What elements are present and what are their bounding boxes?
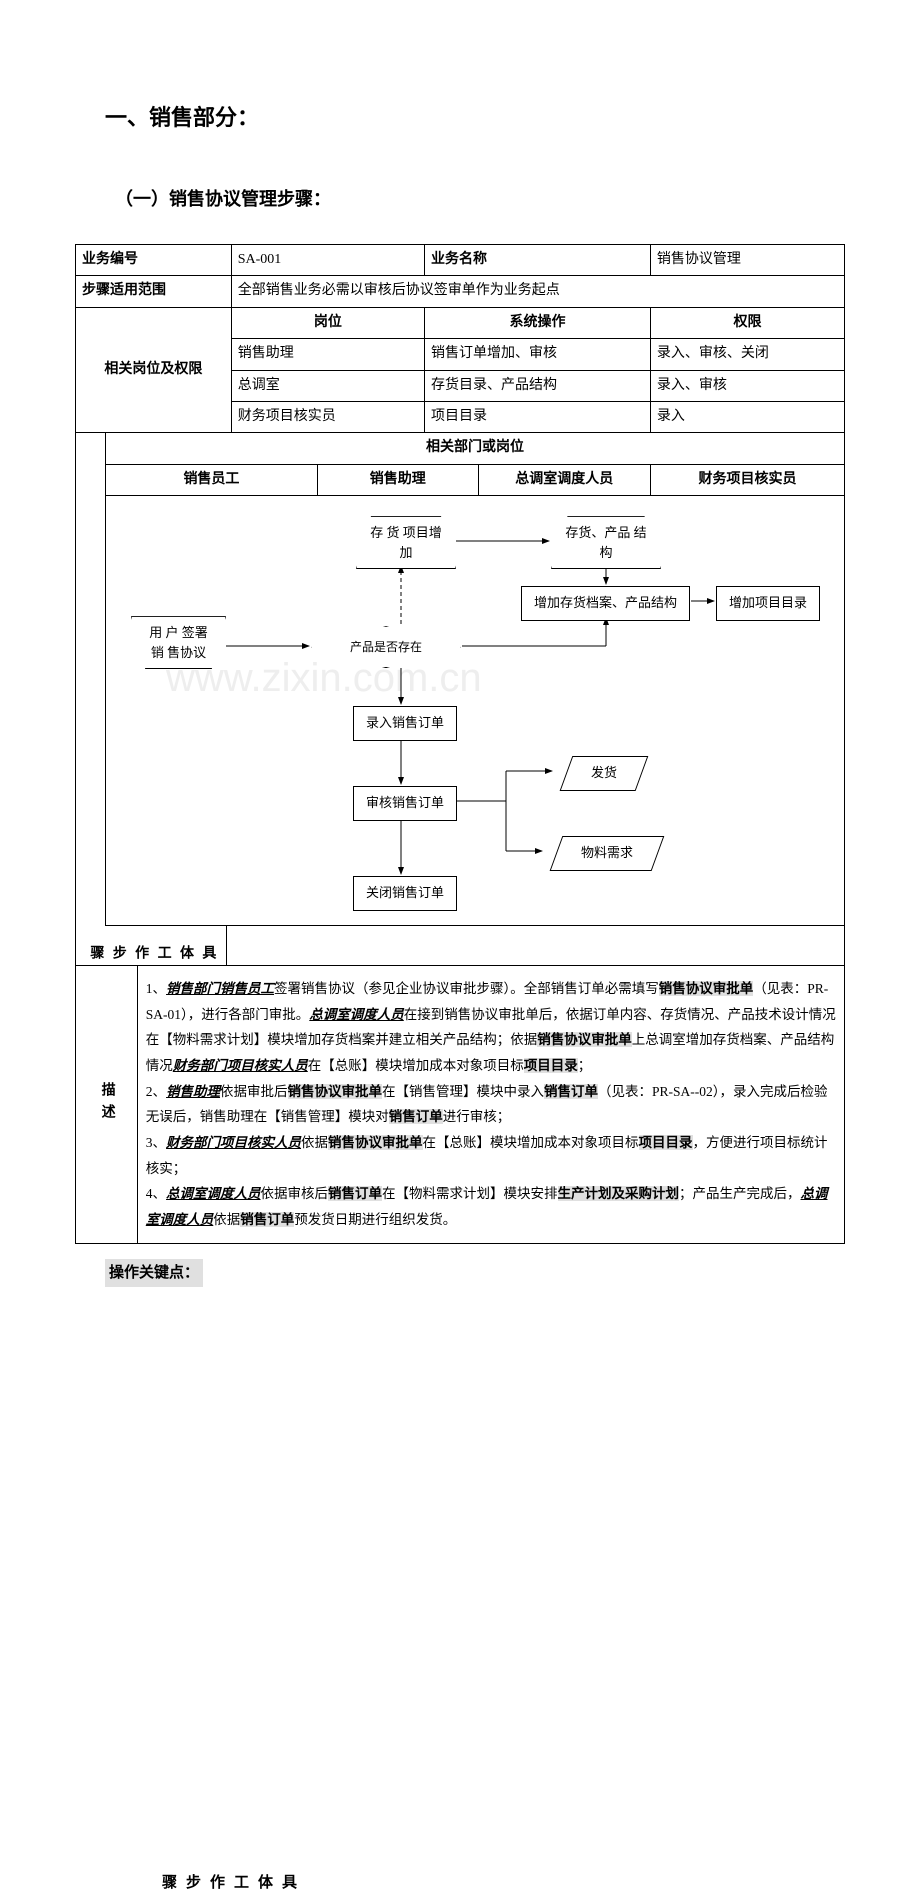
role-pos: 财务项目核实员	[231, 401, 424, 432]
flow-prod-struct: 存货、产品 结 构	[551, 516, 661, 569]
section-heading-2: （一）销售协议管理步骤：	[75, 185, 845, 214]
biz-name-label: 业务名称	[425, 244, 651, 275]
flow-ship: 发货	[566, 756, 642, 791]
section-heading-1: 一、销售部分：	[75, 100, 845, 135]
desc-table: 描述 1、销售部门销售员工签署销售协议（参见企业协议审批步骤）。全部销售订单必需…	[75, 965, 845, 1243]
col-position: 岗位	[231, 307, 424, 338]
process-table-lower: 具体工作步骤	[75, 925, 845, 966]
flow-add-archive: 增加存货档案、产品结构	[521, 586, 690, 621]
role-perm-label: 相关岗位及权限	[76, 307, 232, 433]
keypoint-heading: 操作关键点：	[105, 1259, 203, 1287]
biz-id-value: SA-001	[231, 244, 424, 275]
role-pos: 销售助理	[231, 339, 424, 370]
biz-id-label: 业务编号	[76, 244, 232, 275]
desc-label: 描述	[76, 966, 138, 1243]
scope-value: 全部销售业务必需以审核后协议签审单作为业务起点	[231, 276, 844, 307]
flow-arrows	[106, 496, 846, 926]
col-permission: 权限	[650, 307, 844, 338]
flow-review-order: 审核销售订单	[353, 786, 457, 821]
role-op: 存货目录、产品结构	[425, 370, 651, 401]
dept-header: 相关部门或岗位	[106, 433, 845, 464]
flow-enter-order: 录入销售订单	[353, 706, 457, 741]
flow-user-sign: 用 户 签署 销 售协议	[131, 616, 226, 669]
process-table: 业务编号 SA-001 业务名称 销售协议管理 步骤适用范围 全部销售业务必需以…	[75, 244, 845, 926]
flow-material: 物料需求	[556, 836, 658, 871]
dept-col-4: 财务项目核实员	[650, 464, 844, 495]
role-op: 项目目录	[425, 401, 651, 432]
steps-vertical-label: 具体工作步骤	[156, 1874, 300, 1899]
flow-exists: 产品是否存在	[311, 626, 461, 668]
dept-col-2: 销售助理	[317, 464, 478, 495]
dept-col-1: 销售员工	[106, 464, 318, 495]
col-operation: 系统操作	[425, 307, 651, 338]
desc-content: 1、销售部门销售员工签署销售协议（参见企业协议审批步骤）。全部销售订单必需填写销…	[137, 966, 844, 1243]
role-perm: 录入、审核、关闭	[650, 339, 844, 370]
role-pos: 总调室	[231, 370, 424, 401]
role-op: 销售订单增加、审核	[425, 339, 651, 370]
flow-add-proj: 增加项目目录	[716, 586, 820, 621]
steps-label: 具体工作步骤	[76, 925, 227, 966]
biz-name-value: 销售协议管理	[650, 244, 844, 275]
role-perm: 录入	[650, 401, 844, 432]
dept-col-3: 总调室调度人员	[478, 464, 650, 495]
scope-label: 步骤适用范围	[76, 276, 232, 307]
flow-add-item: 存 货 项目增加	[356, 516, 456, 569]
role-perm: 录入、审核	[650, 370, 844, 401]
flow-close-order: 关闭销售订单	[353, 876, 457, 911]
